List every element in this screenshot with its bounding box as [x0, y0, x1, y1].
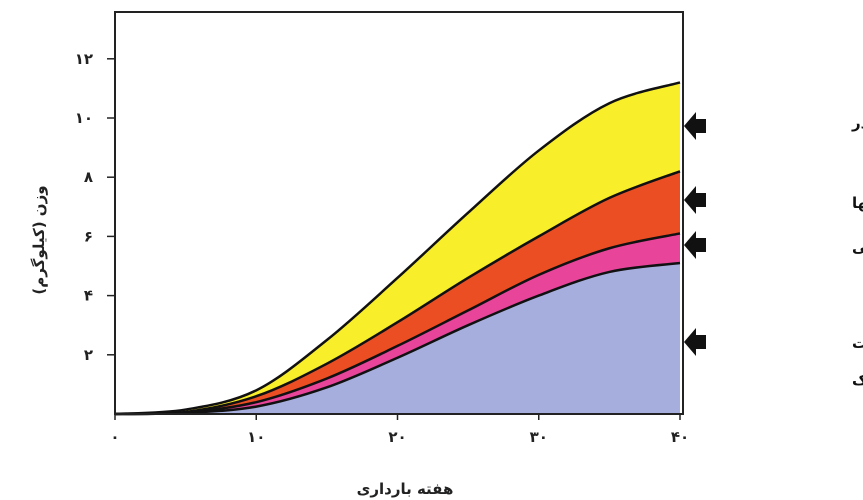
y-axis-ticks: ۲ ۴ ۶ ۸ ۱۰ ۱۲ [75, 50, 115, 364]
legend-arrow-fetus [684, 328, 706, 356]
plot-frame [114, 11, 684, 415]
boundary-line-fat [114, 81, 681, 416]
x-tick-label: ۰ [110, 428, 119, 446]
boundary-line-uterus [114, 170, 681, 416]
y-tick-label: ۸ [84, 168, 93, 186]
x-axis-ticks: ۰ ۱۰ ۲۰ ۳۰ ۴۰ [110, 414, 689, 446]
series-boundary-lines [114, 81, 681, 416]
legend-arrow-fat [684, 112, 706, 140]
boundary-line-fetus [114, 261, 681, 416]
area-fetus [115, 263, 680, 414]
y-tick-label: ۱۰ [75, 109, 93, 127]
legend-label-fat: ذخیره چربی مادر [851, 114, 863, 133]
legend-label-uterus: رحم و پستانها [852, 194, 863, 213]
legend-label-fetus: جنین، جفت [852, 334, 863, 352]
y-tick-label: ۴ [84, 287, 93, 305]
y-axis-title: وزن (کیلوگرم) [30, 185, 48, 294]
x-tick-label: ۲۰ [388, 428, 406, 446]
legend-arrow-fluids [684, 231, 706, 259]
x-tick-label: ۳۰ [530, 428, 548, 446]
boundary-line-fluids [114, 232, 681, 416]
y-tick-label: ۶ [84, 227, 93, 245]
legend-label-fluids: خون و مایعات بافتی [852, 238, 863, 256]
x-axis-title: هفته بارداری [357, 480, 454, 498]
series-areas [115, 82, 680, 414]
legend-arrow-uterus [684, 186, 706, 214]
legend: جنین، جفت مایع آمنیوتیک خون و مایعات بافتی… [684, 112, 863, 389]
legend-label-fetus: مایع آمنیوتیک [852, 371, 863, 389]
y-tick-label: ۲ [84, 346, 93, 364]
x-tick-label: ۴۰ [671, 428, 689, 446]
x-tick-label: ۱۰ [247, 428, 265, 446]
y-tick-label: ۱۲ [75, 50, 93, 68]
